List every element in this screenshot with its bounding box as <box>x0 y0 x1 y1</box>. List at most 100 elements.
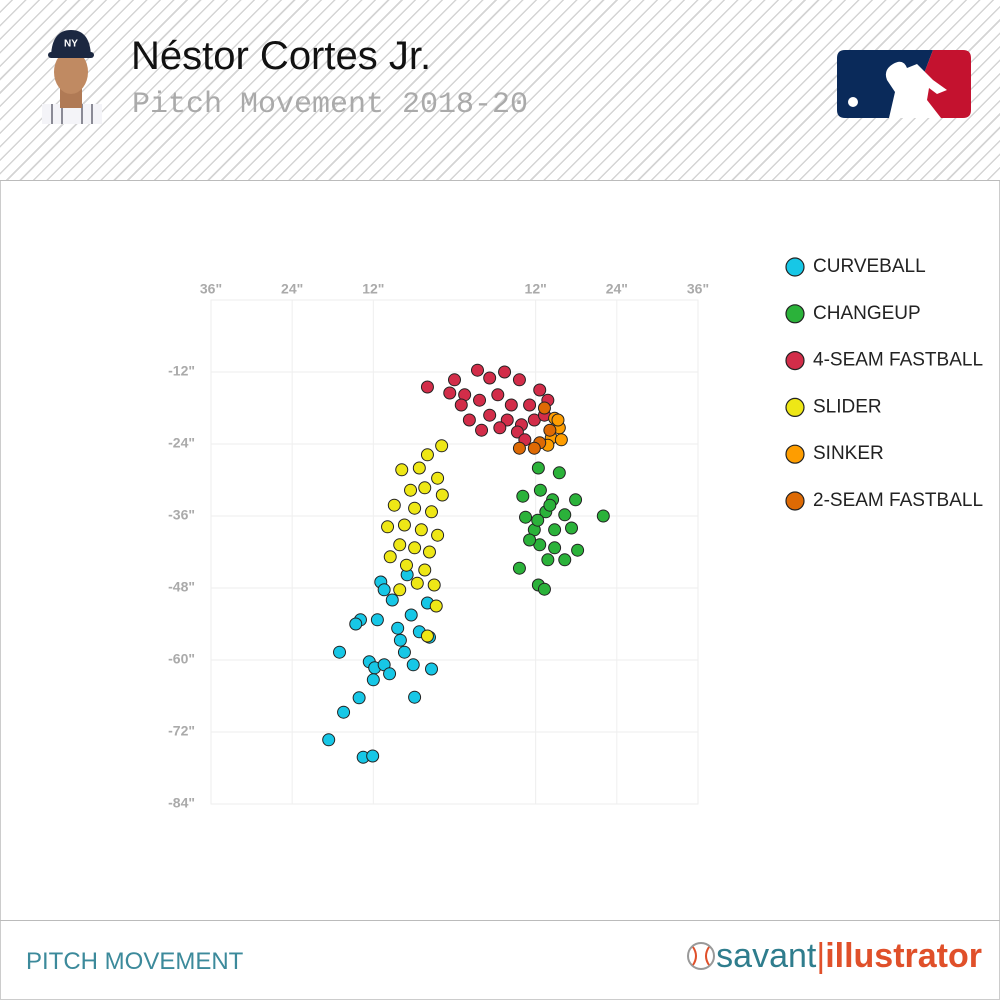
league-logo <box>837 50 971 118</box>
pitch-point <box>418 481 432 495</box>
pitch-point <box>404 483 418 497</box>
pitch-point <box>397 645 411 659</box>
pitch-point <box>404 608 418 622</box>
pitch-point <box>537 582 551 596</box>
pitch-point <box>420 380 434 394</box>
legend-label: 4-SEAM FASTBALL <box>813 350 983 371</box>
pitch-point <box>408 501 422 515</box>
pitch-point <box>500 413 514 427</box>
pitch-point <box>337 705 351 719</box>
pitch-point <box>483 408 497 422</box>
pitch-point <box>387 498 401 512</box>
brand-left: savant <box>716 937 817 975</box>
x-tick-label: 36" <box>687 281 709 297</box>
pitch-point <box>504 398 518 412</box>
pitch-point <box>381 520 395 534</box>
legend-label: SLIDER <box>813 396 882 417</box>
y-tick-label: -36" <box>168 507 195 523</box>
pitch-point <box>558 508 572 522</box>
subtitle: Pitch Movement 2018-20 <box>132 88 529 122</box>
pitch-point <box>519 510 533 524</box>
pitch-point <box>552 466 566 480</box>
pitch-point <box>512 373 526 387</box>
y-tick-label: -12" <box>168 363 195 379</box>
legend-marker <box>785 444 805 464</box>
pitch-point <box>412 461 426 475</box>
pitch-point <box>366 673 380 687</box>
pitch-point <box>543 423 557 437</box>
y-tick-label: -72" <box>168 723 195 739</box>
pitch-point <box>385 593 399 607</box>
pitch-point <box>418 563 432 577</box>
y-tick-label: -24" <box>168 435 195 451</box>
pitch-point <box>473 393 487 407</box>
pitch-point <box>548 541 562 555</box>
pitch-point <box>443 386 457 400</box>
pitch-point <box>448 373 461 387</box>
pitch-point <box>483 371 497 385</box>
pitch-point <box>498 365 512 379</box>
pitch-point <box>510 425 524 439</box>
legend-marker <box>785 304 805 324</box>
pitch-point <box>322 733 336 747</box>
title: Néstor Cortes Jr. <box>131 34 432 78</box>
pitch-point <box>422 545 436 559</box>
brand: savant|illustrator <box>686 937 982 976</box>
legend-label: SINKER <box>813 443 884 464</box>
svg-text:NY: NY <box>64 39 78 50</box>
pitch-point <box>551 413 565 427</box>
legend-label: CHANGEUP <box>813 303 921 324</box>
legend-marker <box>785 351 805 371</box>
pitch-point <box>516 489 530 503</box>
pitch-point <box>512 561 526 575</box>
pitch-point <box>493 421 507 435</box>
pitch-point <box>425 505 439 519</box>
legend-label: CURVEBALL <box>813 256 926 277</box>
pitch-point <box>377 583 391 597</box>
pitch-point <box>475 423 489 437</box>
pitch-point <box>548 523 562 537</box>
x-tick-label: 36" <box>200 281 222 297</box>
pitch-point <box>435 439 449 453</box>
pitch-point <box>558 553 572 567</box>
pitch-point <box>370 613 384 627</box>
y-tick-label: -60" <box>168 651 195 667</box>
pitch-point <box>543 498 557 512</box>
pitch-point <box>349 617 363 631</box>
footer-rule <box>0 920 1000 921</box>
pitch-point <box>533 383 547 397</box>
pitch-point <box>454 398 468 412</box>
legend-marker <box>785 397 805 417</box>
header: NY Néstor Cortes Jr. Pitch Movement 2018… <box>0 0 1000 181</box>
pitch-point <box>512 441 526 455</box>
pitch-point <box>431 528 445 542</box>
pitch-point <box>399 558 413 572</box>
pitch-point <box>366 749 380 763</box>
pitch-point <box>431 471 445 485</box>
legend-marker <box>785 491 805 511</box>
pitch-point <box>596 509 610 523</box>
pitch-point <box>414 523 428 537</box>
pitch-point <box>523 398 537 412</box>
pitch-point <box>406 658 420 672</box>
y-tick-label: -48" <box>168 579 195 595</box>
x-tick-label: 12" <box>525 281 547 297</box>
pitch-point <box>425 662 439 676</box>
brand-divider: | <box>816 937 826 975</box>
pitch-point <box>541 553 555 567</box>
pitch-point <box>523 533 537 547</box>
pitch-point <box>383 667 397 681</box>
pitch-point <box>408 541 422 555</box>
pitch-point <box>397 518 411 532</box>
pitch-point <box>531 513 545 527</box>
pitch-point <box>531 461 545 475</box>
x-tick-label: 24" <box>281 281 303 297</box>
pitch-point <box>435 488 449 502</box>
pitch-point <box>537 401 551 415</box>
pitch-point <box>462 413 476 427</box>
player-headshot: NY <box>42 30 102 124</box>
chart: 36" 24" 12" 12" 24" 36" -12" -24" -36" -48" -60" -7… <box>168 256 983 811</box>
pitch-point <box>470 363 484 377</box>
legend-marker <box>785 257 805 277</box>
x-tick-label: 12" <box>362 281 384 297</box>
